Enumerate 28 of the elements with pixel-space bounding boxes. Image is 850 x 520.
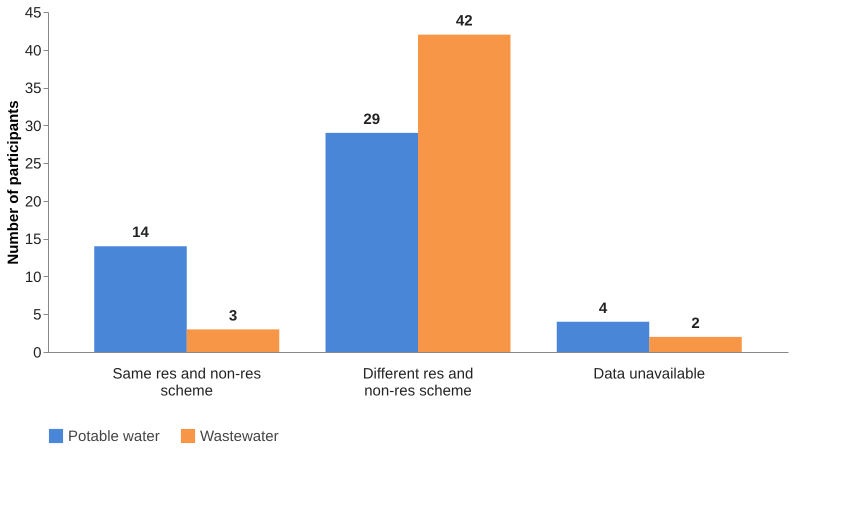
y-tick-label: 20 [24,193,42,210]
data-label: 3 [228,307,238,324]
y-tick-label: 45 [24,4,42,22]
x-tick-label: Different res and non-res scheme [362,366,474,400]
data-label: 42 [456,12,473,30]
y-tick-label: 35 [24,80,42,98]
y-tick-label: 30 [24,118,42,135]
x-tick-label: Data unavailable [593,366,706,382]
bar [186,329,280,352]
y-tick-label: 0 [33,344,42,362]
bar [649,336,742,352]
y-tick-label: 10 [24,268,42,286]
data-label: 4 [598,300,608,317]
x-tick-label: Same res and non-res scheme [112,366,261,400]
y-axis-title: Number of participants [4,100,22,265]
bar [556,322,650,352]
y-tick-label: 25 [24,156,42,173]
legend-label: Wastewater [200,428,279,445]
y-tick-label: 5 [33,306,42,324]
bar [94,246,187,352]
y-tick-label: 40 [24,42,42,60]
bar [418,34,510,352]
data-label: 2 [691,314,700,332]
y-tick-label: 15 [24,231,42,248]
legend-label: Potable water [68,428,160,445]
bar [326,132,418,352]
data-label: 29 [363,110,380,128]
data-label: 14 [132,224,150,242]
